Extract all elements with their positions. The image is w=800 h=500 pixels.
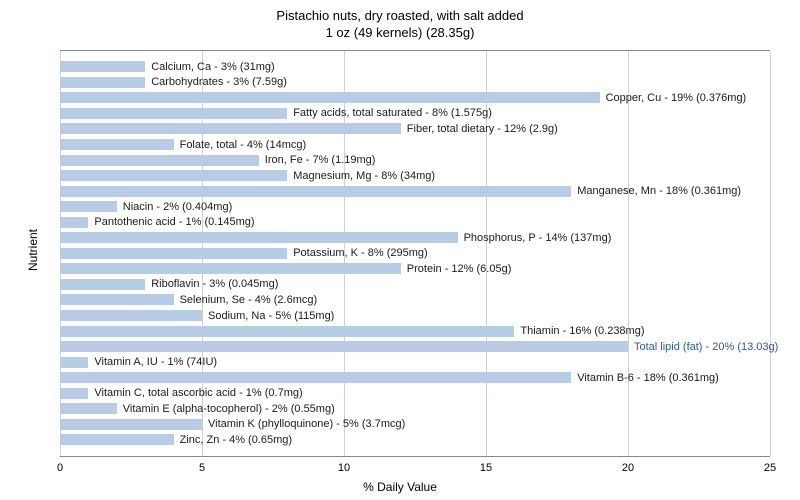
nutrient-label: Riboflavin - 3% (0.045mg) bbox=[147, 278, 278, 290]
x-axis-label: % Daily Value bbox=[363, 480, 437, 494]
x-tick-label: 5 bbox=[199, 462, 205, 474]
nutrient-bar bbox=[60, 232, 458, 243]
nutrient-label: Magnesium, Mg - 8% (34mg) bbox=[289, 170, 435, 182]
x-tick-label: 10 bbox=[338, 462, 350, 474]
nutrient-label: Copper, Cu - 19% (0.376mg) bbox=[602, 92, 747, 104]
nutrient-label: Vitamin C, total ascorbic acid - 1% (0.7… bbox=[90, 387, 302, 399]
nutrient-label: Thiamin - 16% (0.238mg) bbox=[516, 325, 644, 337]
nutrient-chart: Pistachio nuts, dry roasted, with salt a… bbox=[0, 0, 800, 500]
nutrient-label: Pantothenic acid - 1% (0.145mg) bbox=[90, 216, 254, 228]
nutrient-bar bbox=[60, 419, 202, 430]
nutrient-label: Zinc, Zn - 4% (0.65mg) bbox=[176, 434, 292, 446]
bar-row: Calcium, Ca - 3% (31mg) bbox=[60, 60, 770, 73]
x-tick-label: 20 bbox=[622, 462, 634, 474]
nutrient-bar bbox=[60, 139, 174, 150]
bar-row: Vitamin C, total ascorbic acid - 1% (0.7… bbox=[60, 387, 770, 400]
title-line2: 1 oz (49 kernels) (28.35g) bbox=[326, 25, 475, 40]
bar-row: Vitamin B-6 - 18% (0.361mg) bbox=[60, 371, 770, 384]
bar-row: Thiamin - 16% (0.238mg) bbox=[60, 325, 770, 338]
bar-row: Niacin - 2% (0.404mg) bbox=[60, 200, 770, 213]
bar-row: Protein - 12% (6.05g) bbox=[60, 262, 770, 275]
nutrient-label: Folate, total - 4% (14mcg) bbox=[176, 139, 307, 151]
nutrient-bar bbox=[60, 155, 259, 166]
nutrient-bar bbox=[60, 263, 401, 274]
x-tick-label: 15 bbox=[480, 462, 492, 474]
chart-title: Pistachio nuts, dry roasted, with salt a… bbox=[0, 0, 800, 42]
bar-row: Fiber, total dietary - 12% (2.9g) bbox=[60, 122, 770, 135]
bar-row: Riboflavin - 3% (0.045mg) bbox=[60, 278, 770, 291]
nutrient-bar bbox=[60, 201, 117, 212]
nutrient-bar bbox=[60, 217, 88, 228]
nutrient-label: Fatty acids, total saturated - 8% (1.575… bbox=[289, 107, 492, 119]
nutrient-label: Selenium, Se - 4% (2.6mcg) bbox=[176, 294, 318, 306]
plot-area: 0510152025 Calcium, Ca - 3% (31mg)Carboh… bbox=[60, 50, 770, 457]
nutrient-label: Protein - 12% (6.05g) bbox=[403, 263, 512, 275]
nutrient-bar bbox=[60, 310, 202, 321]
nutrient-bar bbox=[60, 92, 600, 103]
bars-container: Calcium, Ca - 3% (31mg) Carbohydrates - 3… bbox=[60, 59, 770, 448]
nutrient-bar bbox=[60, 388, 88, 399]
nutrient-bar bbox=[60, 186, 571, 197]
nutrient-label: Manganese, Mn - 18% (0.361mg) bbox=[573, 185, 741, 197]
nutrient-label: Carbohydrates - 3% (7.59g) bbox=[147, 76, 287, 88]
nutrient-label: Potassium, K - 8% (295mg) bbox=[289, 247, 428, 259]
bar-row: Pantothenic acid - 1% (0.145mg) bbox=[60, 216, 770, 229]
nutrient-label: Calcium, Ca - 3% (31mg) bbox=[147, 61, 274, 73]
nutrient-label: Iron, Fe - 7% (1.19mg) bbox=[261, 154, 376, 166]
bar-row: Carbohydrates - 3% (7.59g) bbox=[60, 76, 770, 89]
nutrient-bar bbox=[60, 434, 174, 445]
gridline bbox=[770, 51, 771, 456]
nutrient-label: Vitamin E (alpha-tocopherol) - 2% (0.55m… bbox=[119, 403, 335, 415]
nutrient-bar bbox=[60, 61, 145, 72]
bar-row: Sodium, Na - 5% (115mg) bbox=[60, 309, 770, 322]
nutrient-label: Vitamin B-6 - 18% (0.361mg) bbox=[573, 372, 719, 384]
nutrient-label: Fiber, total dietary - 12% (2.9g) bbox=[403, 123, 558, 135]
bar-row: Iron, Fe - 7% (1.19mg) bbox=[60, 154, 770, 167]
nutrient-bar bbox=[60, 294, 174, 305]
nutrient-bar bbox=[60, 357, 88, 368]
y-axis-label: Nutrient bbox=[26, 229, 40, 271]
bar-row: Magnesium, Mg - 8% (34mg) bbox=[60, 169, 770, 182]
bar-row: Selenium, Se - 4% (2.6mcg) bbox=[60, 293, 770, 306]
x-tick-label: 25 bbox=[764, 462, 776, 474]
nutrient-bar bbox=[60, 341, 628, 352]
bar-row: Vitamin A, IU - 1% (74IU) bbox=[60, 356, 770, 369]
nutrient-bar bbox=[60, 403, 117, 414]
nutrient-label: Phosphorus, P - 14% (137mg) bbox=[460, 232, 612, 244]
bar-row: Fatty acids, total saturated - 8% (1.575… bbox=[60, 107, 770, 120]
bar-row: Zinc, Zn - 4% (0.65mg) bbox=[60, 433, 770, 446]
nutrient-bar bbox=[60, 248, 287, 259]
nutrient-bar bbox=[60, 326, 514, 337]
nutrient-label: Vitamin K (phylloquinone) - 5% (3.7mcg) bbox=[204, 418, 405, 430]
bar-row: Copper, Cu - 19% (0.376mg) bbox=[60, 91, 770, 104]
nutrient-bar bbox=[60, 77, 145, 88]
nutrient-label: Niacin - 2% (0.404mg) bbox=[119, 201, 232, 213]
nutrient-bar bbox=[60, 170, 287, 181]
bar-row: Phosphorus, P - 14% (137mg) bbox=[60, 231, 770, 244]
bar-row: Total lipid (fat) - 20% (13.03g) bbox=[60, 340, 770, 353]
x-tick-label: 0 bbox=[57, 462, 63, 474]
nutrient-label: Sodium, Na - 5% (115mg) bbox=[204, 310, 334, 322]
nutrient-label: Vitamin A, IU - 1% (74IU) bbox=[90, 356, 217, 368]
nutrient-bar bbox=[60, 123, 401, 134]
nutrient-bar bbox=[60, 279, 145, 290]
bar-row: Vitamin E (alpha-tocopherol) - 2% (0.55m… bbox=[60, 402, 770, 415]
nutrient-label: Total lipid (fat) - 20% (13.03g) bbox=[630, 341, 778, 353]
bar-row: Folate, total - 4% (14mcg) bbox=[60, 138, 770, 151]
bar-row: Vitamin K (phylloquinone) - 5% (3.7mcg) bbox=[60, 418, 770, 431]
title-line1: Pistachio nuts, dry roasted, with salt a… bbox=[276, 8, 523, 23]
nutrient-bar bbox=[60, 372, 571, 383]
bar-row: Manganese, Mn - 18% (0.361mg) bbox=[60, 185, 770, 198]
nutrient-bar bbox=[60, 108, 287, 119]
bar-row: Potassium, K - 8% (295mg) bbox=[60, 247, 770, 260]
